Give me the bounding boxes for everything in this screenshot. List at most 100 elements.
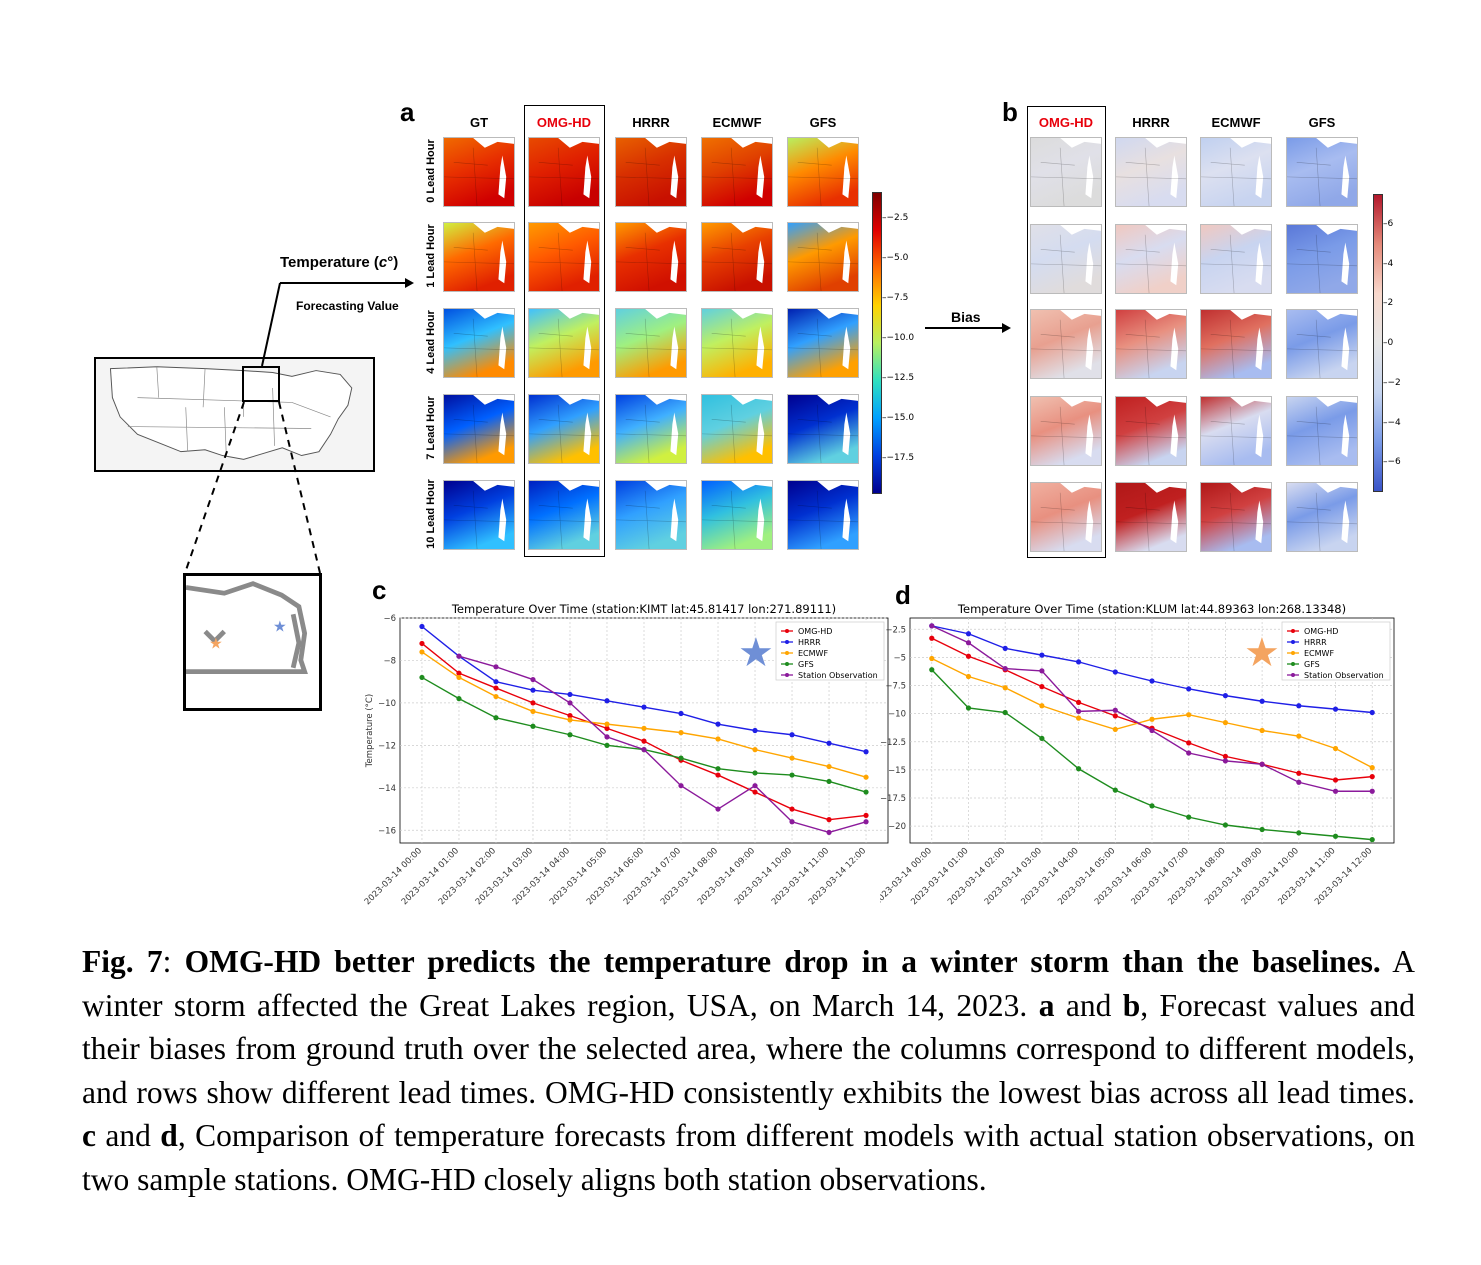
data-point [863, 774, 869, 780]
data-point [1039, 668, 1045, 674]
data-point [1075, 715, 1082, 721]
data-point [1186, 814, 1192, 820]
panel-a-row-label: 10 Lead Hour [425, 479, 437, 549]
y-tick-label: −10 [888, 710, 906, 720]
us-map [94, 357, 375, 472]
heatmap-a-r3-c0 [443, 394, 515, 464]
legend-entry: ECMWF [1304, 649, 1334, 658]
colorbar-tick: –−12.5 [882, 373, 915, 383]
data-point [1186, 686, 1192, 692]
caption-ref-a: a [1038, 987, 1055, 1023]
legend-marker [1291, 629, 1295, 633]
data-point [567, 700, 573, 706]
data-point [419, 674, 425, 681]
panel-a-col-hrrr: HRRR [632, 115, 670, 130]
data-point [965, 673, 972, 680]
series-line-station-observation [458, 655, 867, 834]
heatmap-a-r2-c3 [701, 308, 773, 378]
data-point [752, 727, 758, 734]
data-point [641, 747, 647, 753]
caption-ref-c: c [82, 1118, 96, 1153]
data-point [493, 679, 499, 685]
data-point [1112, 787, 1118, 793]
heatmap-b-r4-c2 [1200, 482, 1272, 552]
data-point [1369, 837, 1375, 843]
data-point [965, 640, 972, 646]
data-point [1002, 666, 1008, 672]
heatmap-b-r3-c0 [1030, 396, 1102, 466]
chart-title: Temperature Over Time (station:KLUM lat:… [957, 602, 1346, 616]
panel-a-row-label: 0 Lead Hour [425, 139, 437, 203]
legend-entry: GFS [1304, 660, 1320, 669]
heatmap-a-r0-c0 [443, 137, 515, 207]
legend-entry: GFS [798, 660, 814, 669]
caption-fig-label: Fig. 7 [82, 944, 163, 979]
legend-entry: HRRR [1304, 638, 1327, 647]
chart-title: Temperature Over Time (station:KIMT lat:… [451, 602, 836, 616]
omg-highlight-box-b [1027, 106, 1106, 558]
colorbar-tick: –4 [1383, 258, 1394, 269]
data-point [863, 749, 869, 755]
legend-entry: ECMWF [798, 649, 828, 658]
temperature-label: Temperature (c°) [280, 254, 399, 271]
data-point [493, 715, 499, 721]
panel-a-row-label: 4 Lead Hour [425, 310, 437, 374]
data-point [1039, 652, 1045, 658]
panel-a-col-ecmwf: ECMWF [712, 115, 762, 130]
y-tick-label: −12.5 [880, 738, 906, 748]
colorbar-tick: –−15.0 [882, 413, 915, 423]
data-point [1149, 803, 1155, 809]
data-point [678, 710, 684, 717]
data-point [604, 725, 610, 731]
data-point [752, 770, 758, 776]
data-point [929, 667, 935, 673]
data-point [456, 670, 462, 676]
data-point [567, 713, 573, 719]
data-point [604, 698, 610, 704]
y-tick-label: −10 [378, 699, 396, 709]
panel-a-letter: a [400, 97, 415, 127]
colorbar-tick: –−7.5 [882, 293, 909, 303]
colorbar-a [872, 192, 882, 494]
heatmap-a-r2-c1 [528, 308, 600, 378]
heatmap-b-r2-c1 [1115, 309, 1187, 379]
data-point [863, 812, 869, 819]
data-point [826, 763, 832, 770]
data-point [1259, 761, 1265, 767]
chart-c: Temperature Over Time (station:KIMT lat:… [363, 602, 889, 907]
caption-and-1: and [1054, 987, 1123, 1023]
heatmap-a-r2-c0 [443, 308, 515, 378]
caption-text-1: A winter storm affected the Great Lakes … [82, 944, 1415, 1023]
data-point [419, 640, 425, 647]
data-point [567, 717, 573, 723]
data-point [1186, 740, 1192, 746]
data-point [1369, 774, 1375, 780]
heatmap-a-r3-c4 [787, 394, 859, 464]
heatmap-a-r3-c1 [528, 394, 600, 464]
data-point [1149, 678, 1155, 684]
data-point [863, 789, 869, 795]
data-point [493, 693, 499, 700]
data-point [456, 653, 462, 659]
heatmap-a-r1-c3 [701, 222, 773, 292]
data-point [1002, 685, 1008, 691]
y-tick-label: −14 [378, 784, 396, 794]
heatmap-a-r4-c3 [701, 480, 773, 550]
data-point [641, 738, 647, 744]
colorbar-tick: –2 [1383, 298, 1394, 309]
data-point [1222, 693, 1229, 699]
data-point [1259, 727, 1265, 734]
data-point [1332, 788, 1339, 794]
heatmap-b-r3-c2 [1200, 396, 1272, 466]
data-point [641, 725, 647, 731]
station-star-icon: ★ [738, 631, 774, 675]
heatmap-b-r1-c0 [1030, 224, 1102, 294]
data-point [715, 766, 721, 772]
data-point [1075, 659, 1082, 665]
heatmap-b-r0-c1 [1115, 137, 1187, 207]
colorbar-tick: –−5.0 [882, 253, 909, 263]
data-point [929, 623, 935, 629]
omg-highlight-box-a [524, 105, 605, 557]
heatmap-b-r2-c0 [1030, 309, 1102, 379]
data-point [715, 772, 721, 778]
